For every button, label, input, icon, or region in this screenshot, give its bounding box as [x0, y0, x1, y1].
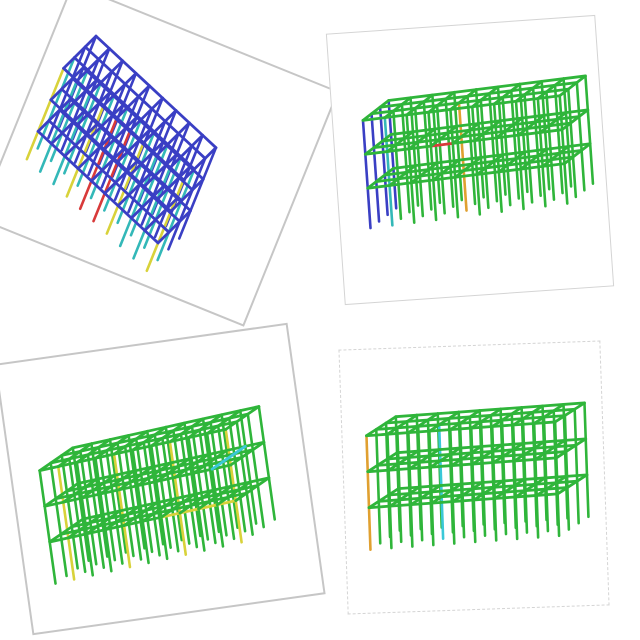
beam-member [187, 123, 205, 135]
column-member [376, 429, 380, 543]
frame-model-panel-3 [0, 323, 326, 636]
structural-frame-drawing-1 [0, 0, 339, 327]
beam-member [134, 73, 152, 85]
beam-member [94, 36, 112, 48]
structural-frame-drawing-4 [339, 341, 609, 614]
frame-model-panel-2 [326, 15, 614, 305]
frame-model-panel-1 [0, 0, 339, 327]
structural-frame-drawing-3 [0, 324, 326, 635]
beam-member [160, 98, 178, 110]
beam-member [147, 86, 165, 98]
beam-member [200, 135, 218, 147]
frame-model-panel-4 [338, 341, 609, 615]
column-member [585, 76, 593, 184]
column-member [577, 83, 585, 191]
column-member [584, 403, 588, 517]
beam-member [174, 110, 192, 122]
structural-frame-drawing-2 [327, 16, 614, 305]
column-member [363, 120, 371, 228]
column-member [575, 409, 579, 523]
column-member [366, 436, 370, 550]
beam-member [107, 49, 125, 61]
beam-member [120, 61, 138, 73]
column-member [372, 114, 380, 222]
